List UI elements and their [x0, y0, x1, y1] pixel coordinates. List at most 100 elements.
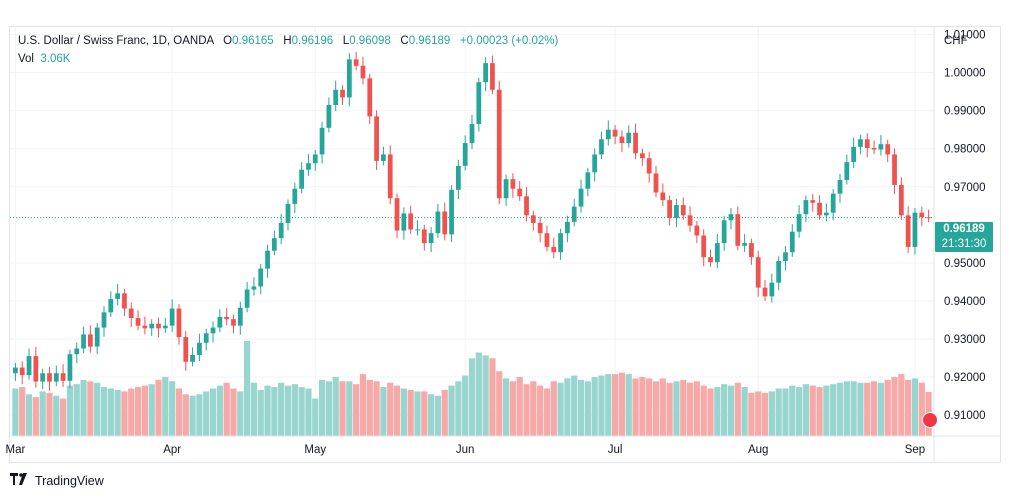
- volume-bar: [537, 385, 544, 436]
- volume-bar: [182, 394, 189, 436]
- volume-bar: [462, 375, 469, 436]
- candle-body: [844, 162, 850, 180]
- volume-bar: [339, 381, 346, 436]
- change-value: +0.00023 (+0.02%): [459, 35, 559, 47]
- volume-bar: [305, 388, 312, 436]
- volume-bar: [209, 388, 217, 436]
- candle-body: [285, 203, 291, 223]
- volume-legend: Vol 3.06K: [18, 53, 70, 65]
- volume-bar: [353, 384, 360, 436]
- candle-body: [878, 144, 884, 150]
- volume-bar: [761, 392, 769, 436]
- volume-label: Vol: [18, 53, 34, 65]
- volume-bar: [250, 382, 258, 436]
- time-axis[interactable]: Mar Apr May Jun Jul Aug Sep: [6, 444, 926, 456]
- volume-bar: [625, 374, 632, 436]
- volume-bar: [516, 376, 523, 436]
- price-tick-label: 0.97000: [944, 182, 986, 194]
- candle-body: [789, 231, 795, 253]
- candle-body: [210, 327, 216, 334]
- volume-bar: [373, 381, 380, 436]
- candle-body: [360, 65, 366, 79]
- candle-body: [340, 89, 345, 98]
- ohlc-legend: U.S. Dollar / Swiss Franc, 1D, OANDA O0.…: [18, 35, 558, 47]
- candle-body: [517, 188, 523, 197]
- open-value: 0.96165: [232, 35, 274, 47]
- candle-body: [530, 215, 536, 223]
- volume-bar: [141, 385, 148, 436]
- volume-bar: [39, 391, 46, 436]
- candle-body: [605, 129, 611, 140]
- candle-body: [306, 163, 311, 170]
- candle-body: [224, 316, 230, 320]
- time-tick-label: Apr: [163, 444, 181, 456]
- volume-bar: [489, 358, 496, 436]
- candle-body: [442, 211, 448, 235]
- volume-bar: [169, 381, 176, 436]
- candle-body: [142, 325, 148, 329]
- candle-body: [128, 308, 134, 319]
- volume-bar: [32, 397, 39, 436]
- volume-bar: [278, 382, 285, 436]
- candle-body: [74, 348, 80, 355]
- candle-body: [783, 252, 788, 261]
- volume-bar: [734, 382, 741, 436]
- candle-body: [776, 260, 782, 283]
- volume-bar: [884, 379, 891, 436]
- symbol-title[interactable]: U.S. Dollar / Swiss Franc, 1D, OANDA: [18, 35, 214, 47]
- candle-body: [660, 192, 666, 201]
- candle-body: [435, 211, 441, 234]
- candle-body: [237, 307, 243, 326]
- last-price-value: 0.96189: [943, 223, 985, 235]
- volume-bar: [523, 384, 530, 436]
- candle-body: [769, 282, 775, 297]
- candle-body: [203, 333, 209, 343]
- candle-body: [176, 308, 182, 338]
- volume-bar: [66, 385, 74, 436]
- volume-bar: [284, 385, 292, 436]
- candle-body: [626, 132, 632, 144]
- brand-footer[interactable]: TradingView: [10, 473, 104, 488]
- volume-bar: [686, 382, 694, 436]
- candle-body: [292, 188, 298, 204]
- volume-bar: [571, 375, 578, 436]
- volume-bar: [905, 379, 912, 436]
- volume-bar: [264, 385, 271, 436]
- volume-bar: [271, 387, 278, 436]
- volume-bar: [721, 384, 728, 436]
- volume-bar: [448, 385, 455, 436]
- price-axis[interactable]: 1.01000 1.00000 0.99000 0.98000 0.97000 0.950…: [944, 30, 986, 422]
- candle-body: [830, 193, 836, 213]
- candle-body: [115, 293, 121, 300]
- candle-body: [721, 220, 727, 244]
- price-tick-label: 0.93000: [944, 334, 986, 346]
- volume-bar: [121, 391, 128, 436]
- open-label: O: [223, 35, 233, 47]
- candle-body: [639, 153, 645, 159]
- candle-body: [796, 214, 802, 232]
- candle-body: [169, 308, 175, 326]
- time-tick-label: Jun: [456, 444, 475, 456]
- volume-bar: [100, 387, 108, 436]
- volume-bar: [148, 384, 155, 436]
- candle-body: [81, 334, 86, 349]
- globe-icon[interactable]: [922, 412, 938, 428]
- volume-bar: [714, 387, 721, 436]
- last-price-tag: 0.96189 21:31:30: [935, 222, 993, 252]
- candle-body: [94, 327, 100, 347]
- candle-body: [122, 293, 127, 309]
- volume-bar: [387, 382, 394, 436]
- volume-bar: [318, 379, 326, 436]
- volume-bar: [475, 352, 482, 436]
- bar-countdown: 21:31:30: [941, 238, 987, 250]
- volume-bar: [434, 395, 442, 436]
- candle-body: [449, 189, 454, 235]
- candle-body: [26, 356, 32, 376]
- candle-body: [312, 154, 318, 164]
- candle-body: [265, 250, 270, 269]
- candle-body: [803, 200, 809, 215]
- volume-bar: [584, 381, 591, 436]
- candle-body: [633, 132, 638, 154]
- candle-body: [551, 246, 557, 253]
